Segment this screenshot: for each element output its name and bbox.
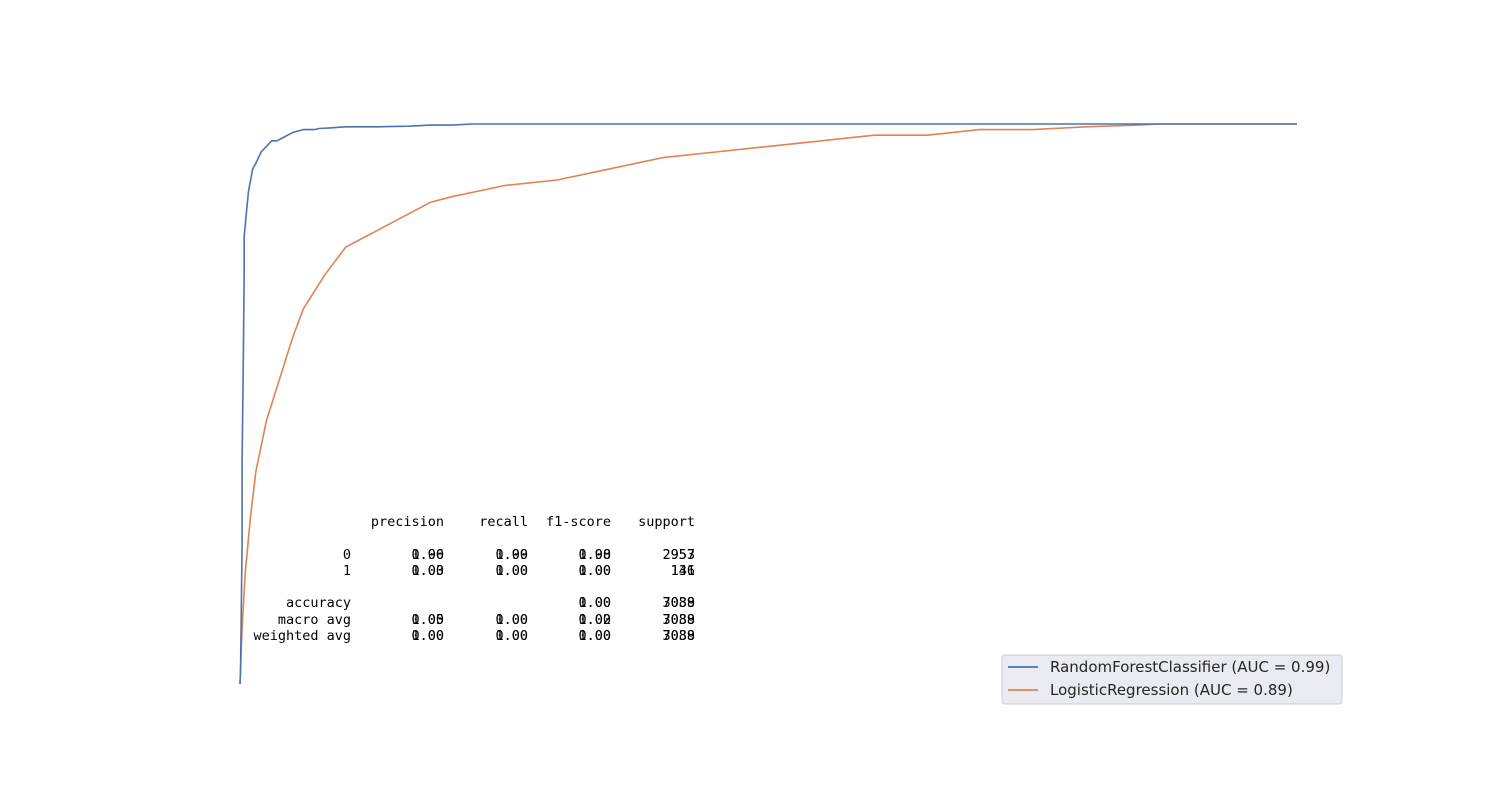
- report-cell: 0.05: [411, 612, 444, 628]
- report-cell: 0.02: [578, 612, 611, 628]
- legend-label-logistic-regression: LogisticRegression (AUC = 0.89): [1050, 681, 1293, 699]
- report-cell: 0.96: [411, 547, 444, 563]
- report-cell: 2953: [662, 547, 695, 563]
- report-row-label: 0: [343, 547, 351, 563]
- report-cell: 7038: [662, 628, 695, 644]
- report-cell: 0.00: [578, 563, 611, 579]
- legend-label-random-forest: RandomForestClassifier (AUC = 0.99): [1050, 658, 1330, 676]
- report-cell: 0.00: [495, 612, 528, 628]
- report-cell: 0.00: [578, 628, 611, 644]
- report-cell: 1.00: [578, 547, 611, 563]
- roc-curves: [239, 123, 1297, 685]
- report-cell: 0.00: [411, 628, 444, 644]
- report-cell: 0.00: [578, 595, 611, 611]
- report-cell: 3089: [662, 628, 695, 644]
- report-header-recall: recall: [479, 514, 528, 530]
- report-cell: 0.00: [495, 563, 528, 579]
- report-row-label: macro avg: [278, 612, 351, 628]
- report-cell: 1.00: [411, 612, 444, 628]
- report-cell: 1.00: [495, 547, 528, 563]
- report-header-precision: precision: [371, 514, 444, 530]
- report-cell: 1.00: [411, 563, 444, 579]
- report-cell: 3089: [662, 612, 695, 628]
- report-cell: 0.98: [578, 547, 611, 563]
- report-header-support: support: [638, 514, 695, 530]
- report-row-label: accuracy: [286, 595, 351, 611]
- report-cell: 1.00: [411, 628, 444, 644]
- report-cell: 1.00: [578, 612, 611, 628]
- report-row-label: 1: [343, 563, 351, 579]
- report-cell: 0.00: [495, 628, 528, 644]
- report-cell: 1.00: [495, 612, 528, 628]
- report-cell: 2957: [662, 547, 695, 563]
- report-cell: 3089: [662, 595, 695, 611]
- report-cell: 1.00: [578, 628, 611, 644]
- report-cell: 141: [671, 563, 695, 579]
- roc-line-random-forest: [239, 123, 1297, 685]
- report-row-label: weighted avg: [253, 628, 351, 644]
- legend: RandomForestClassifier (AUC = 0.99) Logi…: [1001, 654, 1343, 705]
- report-cell: 7038: [662, 595, 695, 611]
- report-cell: 1.00: [578, 595, 611, 611]
- report-cell: 1.00: [495, 563, 528, 579]
- report-cell: 1.00: [578, 563, 611, 579]
- report-cell: 136: [671, 563, 695, 579]
- report-cell: 1.00: [411, 547, 444, 563]
- report-header-f1-score: f1-score: [546, 514, 611, 530]
- report-cell: 0.99: [495, 547, 528, 563]
- report-cell: 1.00: [495, 628, 528, 644]
- legend-box: [1001, 654, 1343, 705]
- roc-line-logistic-regression: [239, 123, 1297, 685]
- report-cell: 0.03: [411, 563, 444, 579]
- report-cell: 7038: [662, 612, 695, 628]
